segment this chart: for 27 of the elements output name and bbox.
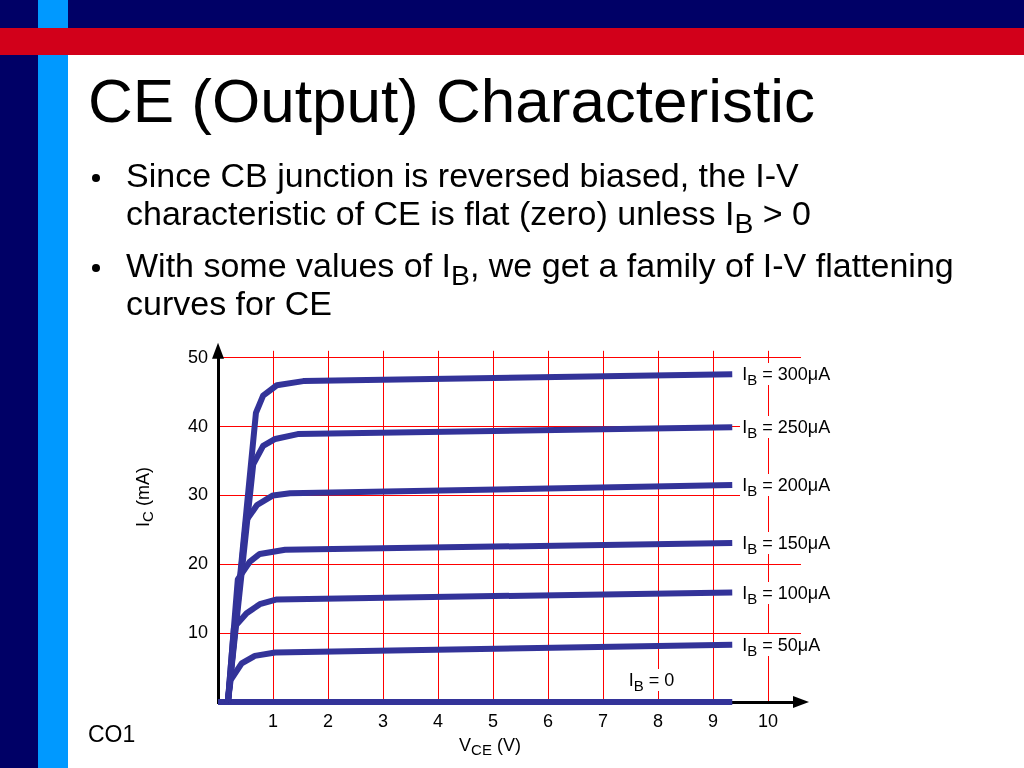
y-tick-label: 20 — [187, 553, 208, 574]
x-axis-title: V$_{CE}$ (V) — [459, 734, 521, 759]
x-tick-label: 6 — [542, 710, 554, 731]
x-tick-label: 9 — [707, 710, 719, 731]
series-label: I$_{B}$ = 250μA — [740, 416, 833, 441]
text: Since CB junction is reversed biased, the I-V characteristic of CE is flat (zero) unless I$_{B}$ > 0 — [126, 156, 812, 239]
series-label: I$_{B}$ = 200μA — [740, 474, 833, 499]
x-tick-label: 5 — [487, 710, 499, 731]
x-tick-label: 1 — [267, 710, 279, 731]
series-label: I$_{B}$ = 100μA — [740, 581, 833, 607]
y-tick-label: 10 — [187, 622, 208, 643]
y-tick-label: 40 — [187, 415, 208, 436]
x-tick-label: 8 — [652, 710, 664, 731]
chart-title: CE (Output) Characteristic — [88, 66, 815, 135]
x-tick-label: 10 — [757, 710, 779, 731]
series-label: I$_{B}$ = 300μA — [740, 363, 833, 388]
y-tick-label: 30 — [187, 484, 208, 505]
x-tick-label: 4 — [432, 710, 444, 731]
series-label: I$_{B}$ = 150μA — [740, 531, 833, 557]
y-tick-label: 50 — [187, 346, 208, 367]
series-label: I$_{B}$ = 50μA — [740, 633, 823, 659]
x-tick-label: 7 — [597, 710, 609, 731]
text: With some values of I$_{B}$, we get a family of I-V flattening curves for CE — [126, 246, 954, 322]
series-label: I$_{B}$ = 0 — [626, 669, 677, 694]
x-tick-label: 3 — [377, 710, 389, 731]
x-tick-label: 2 — [322, 710, 334, 731]
text: CO1 — [88, 721, 136, 747]
